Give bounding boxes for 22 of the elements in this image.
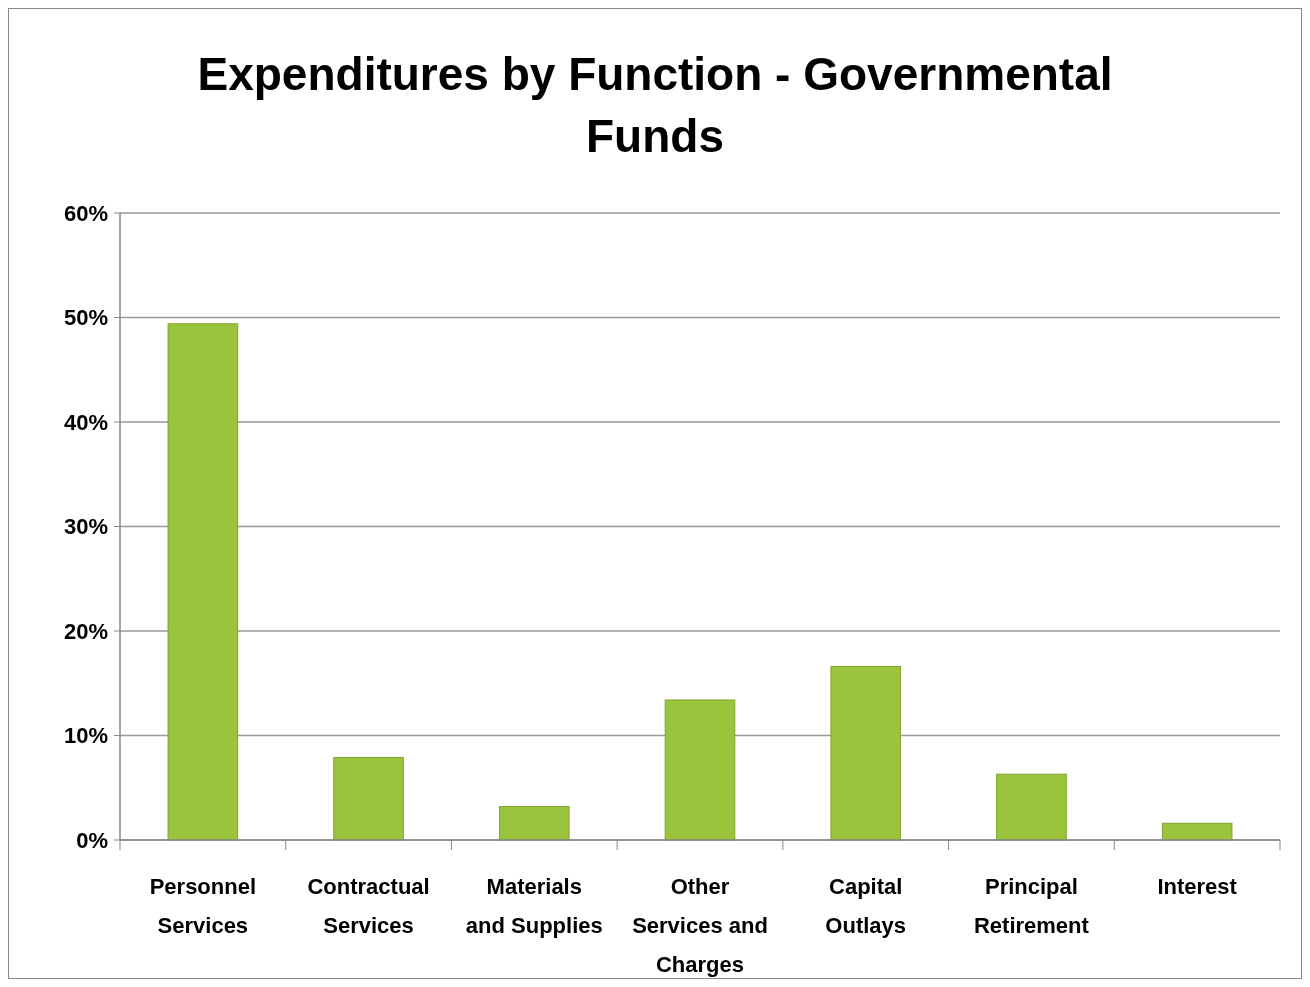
x-tick-label: Interest [1157, 874, 1238, 899]
y-tick-label: 0% [76, 827, 108, 853]
x-tick-label: Personnel Services [149, 874, 257, 938]
y-tick-label: 60% [63, 200, 108, 226]
x-tick-label: Other Services and Charges [632, 874, 768, 977]
bar [498, 806, 570, 841]
bar [664, 699, 736, 841]
bar [996, 773, 1067, 841]
bar [167, 323, 239, 841]
bar [830, 666, 902, 841]
y-tick-label: 10% [63, 723, 108, 749]
x-tick-label: Materials and Supplies [465, 874, 603, 938]
x-tick-label: Principal Retirement [973, 874, 1090, 938]
y-tick-label: 20% [63, 618, 108, 644]
chart-title: Expenditures by Function - Governmental Funds [197, 48, 1113, 162]
x-tick-label: Capital Outlays [825, 874, 907, 938]
y-tick-label: 40% [63, 409, 108, 435]
y-tick-label: 50% [63, 305, 108, 331]
x-tick-label: Contractual Services [307, 874, 430, 938]
bar [333, 756, 404, 841]
y-tick-label: 30% [63, 514, 108, 540]
bar [1161, 822, 1233, 841]
